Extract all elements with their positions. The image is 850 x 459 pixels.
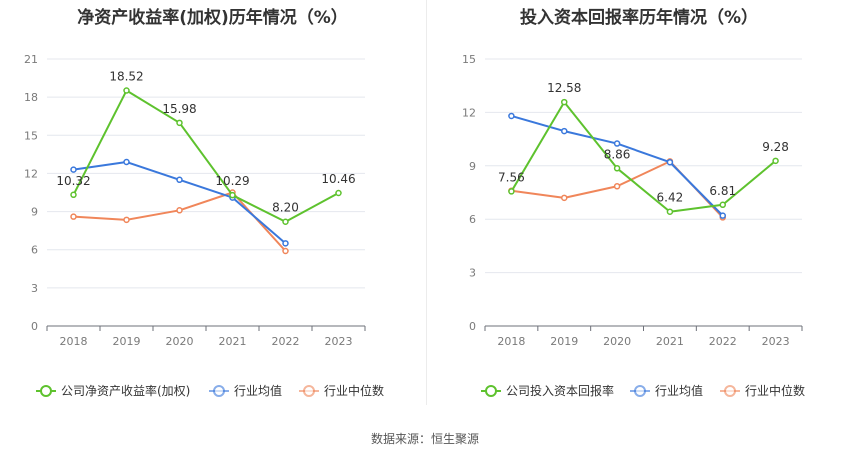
series-line [73,191,287,252]
data-label: 18.52 [109,70,143,84]
data-point [282,247,289,255]
data-point [561,194,568,202]
data-point [508,112,515,120]
x-tick-label: 2019 [550,335,578,348]
series-line [72,89,339,223]
y-tick-label: 15 [462,53,476,66]
legend-marker [213,385,225,397]
y-tick-label: 9 [469,160,476,173]
panel-divider [426,0,427,405]
data-label: 8.20 [272,201,299,215]
data-point [561,98,568,106]
data-label: 15.98 [162,102,196,116]
legend-marker [40,385,52,397]
y-tick-label: 6 [31,244,38,257]
x-tick-label: 2023 [325,335,353,348]
x-tick-label: 2021 [656,335,684,348]
roic-chart-panel: 投入资本回报率历年情况（%） 0 3 6 9 12 15 2018 2019 2020 2021 2… [428,0,850,410]
x-tick-label: 2020 [166,335,194,348]
data-point [123,158,130,166]
x-tick-label: 2019 [113,335,141,348]
y-tick-label: 12 [462,106,476,119]
data-point [772,157,779,165]
data-point [123,216,130,224]
data-label: 12.58 [547,81,581,95]
data-source-note: 数据来源：恒生聚源 [370,432,479,446]
data-label: 10.32 [56,174,90,188]
data-point [335,189,342,197]
data-point [508,188,515,195]
legend-marker [485,385,497,397]
y-tick-label: 12 [24,167,38,180]
legend-label: 公司投入资本回报率 [506,383,614,398]
x-tick-label: 2021 [219,335,247,348]
data-point [123,87,130,94]
x-tick-label: 2018 [60,335,88,348]
legend-marker [724,385,736,397]
data-point [176,119,183,127]
x-tick-label: 2022 [709,335,737,348]
data-point [613,165,621,172]
x-tick-label: 2023 [762,335,790,348]
legend-marker [303,385,315,397]
y-tick-label: 6 [469,213,476,226]
legend-label: 行业中位数 [324,383,384,398]
y-tick-label: 21 [24,53,38,66]
legend-marker [634,385,646,397]
y-tick-label: 3 [469,267,476,280]
data-point [561,127,568,135]
data-point [719,201,726,209]
x-tick-label: 2020 [603,335,631,348]
data-point [613,140,621,147]
roe-line-chart: 0 3 6 9 12 15 18 21 2018 2019 2020 2021 2022 2023 10.3… [24,53,384,398]
y-tick-label: 3 [31,282,38,295]
y-tick-label: 15 [24,129,38,142]
data-point [282,218,289,225]
legend-label: 公司净资产收益率(加权) [61,383,190,398]
chart-title: 净资产收益率(加权)历年情况（%） [77,8,348,28]
series-line [73,160,287,245]
data-point [70,191,77,199]
legend-label: 行业中位数 [745,383,805,398]
data-label: 6.42 [657,191,684,205]
data-label: 10.46 [321,172,355,186]
legend-label: 行业均值 [234,383,282,398]
data-point [176,207,183,214]
data-point [70,213,77,220]
data-point [719,212,726,219]
roe-chart-panel: 净资产收益率(加权)历年情况（%） 0 3 6 9 12 15 18 21 2018 2019 20… [0,0,425,410]
y-tick-label: 9 [31,206,38,219]
chart-title: 投入资本回报率历年情况（%） [519,8,759,28]
data-point [282,240,289,247]
series-line [510,101,777,213]
data-label: 7.56 [498,170,525,184]
data-point [666,208,674,215]
roic-line-chart: 0 3 6 9 12 15 2018 2019 2020 2021 2022 2023 7.56 12.5… [462,53,805,398]
data-point [70,166,77,173]
data-point [613,183,621,190]
data-point [229,191,236,199]
data-label: 6.81 [709,184,736,198]
x-tick-label: 2022 [272,335,300,348]
legend-label: 行业均值 [655,383,703,398]
x-tick-label: 2018 [497,335,525,348]
y-tick-label: 0 [469,320,476,333]
data-label: 10.29 [215,174,249,188]
data-point [666,158,674,166]
data-label: 9.28 [762,140,789,154]
y-tick-label: 0 [31,320,38,333]
y-tick-label: 18 [24,91,38,104]
data-label: 8.86 [604,147,631,161]
data-point [176,176,183,184]
